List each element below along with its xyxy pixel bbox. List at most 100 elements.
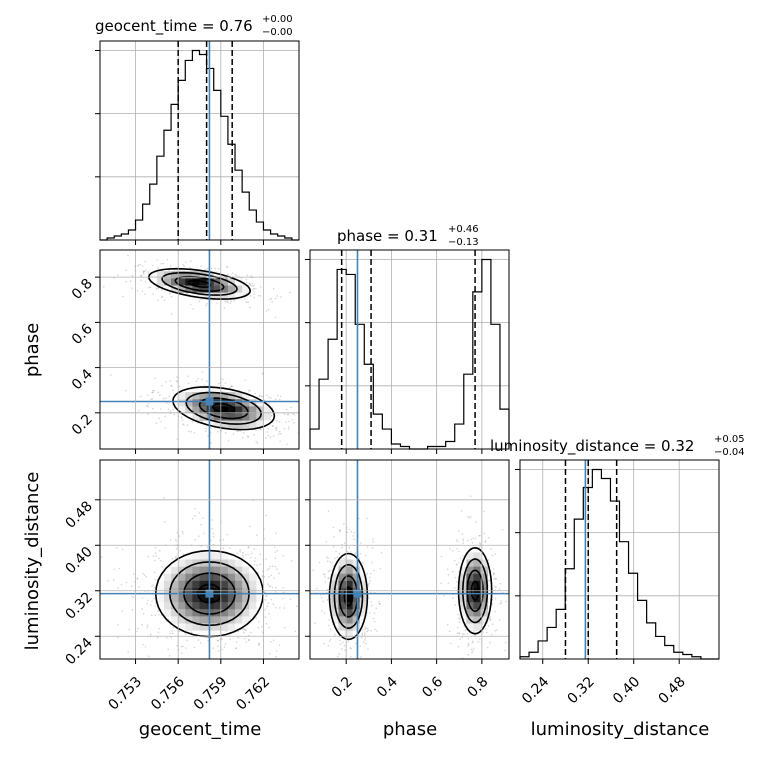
joint-phase-vs-geocent-time-density-cell	[163, 285, 172, 294]
joint-phase-vs-geocent-time-density-cell	[220, 292, 229, 301]
joint-luminosity-distance-vs-geocent-time-sample-point	[267, 602, 270, 605]
joint-luminosity-distance-vs-phase-sample-point	[456, 581, 458, 583]
joint-luminosity-distance-vs-geocent-time-sample-point	[107, 579, 110, 582]
joint-luminosity-distance-vs-phase-sample-point	[338, 552, 341, 555]
joint-luminosity-distance-vs-geocent-time-sample-point	[254, 560, 256, 562]
joint-luminosity-distance-vs-geocent-time-density-cell	[206, 616, 215, 624]
joint-luminosity-distance-vs-geocent-time-density-cell	[213, 595, 222, 603]
joint-luminosity-distance-vs-geocent-time-density-cell	[206, 602, 215, 610]
joint-luminosity-distance-vs-geocent-time-sample-point	[307, 631, 309, 633]
joint-luminosity-distance-vs-phase-sample-point	[468, 643, 470, 646]
joint-luminosity-distance-vs-phase-density-cell	[345, 616, 354, 624]
xlabel-geocent-time: geocent_time	[139, 719, 262, 740]
joint-phase-vs-geocent-time-density-cell	[220, 406, 229, 414]
joint-luminosity-distance-vs-phase-density-cell	[466, 559, 474, 568]
joint-luminosity-distance-vs-geocent-time-sample-point	[245, 641, 248, 643]
joint-luminosity-distance-vs-phase-sample-point	[347, 664, 349, 666]
joint-luminosity-distance-vs-phase-density-cell	[338, 566, 346, 575]
joint-phase-vs-geocent-time-sample-point	[230, 385, 233, 388]
joint-luminosity-distance-vs-phase-density-cell	[466, 623, 474, 631]
joint-luminosity-distance-vs-geocent-time-density-cell	[227, 595, 236, 603]
joint-luminosity-distance-vs-geocent-time-sample-point	[141, 597, 144, 599]
joint-luminosity-distance-vs-geocent-time-density-cell	[199, 573, 208, 582]
joint-luminosity-distance-vs-phase-sample-point	[359, 645, 361, 648]
joint-luminosity-distance-vs-phase-contour	[333, 563, 364, 630]
joint-luminosity-distance-vs-geocent-time-density-cell	[178, 559, 186, 568]
joint-luminosity-distance-vs-geocent-time-sample-point	[235, 647, 238, 649]
joint-luminosity-distance-vs-geocent-time-sample-point	[276, 549, 279, 552]
joint-luminosity-distance-vs-phase-sample-point	[327, 510, 330, 512]
joint-luminosity-distance-vs-geocent-time-density-cell	[235, 559, 243, 568]
joint-luminosity-distance-vs-geocent-time-sample-point	[259, 553, 262, 556]
joint-luminosity-distance-vs-geocent-time-density-cell	[192, 623, 200, 631]
joint-phase-vs-geocent-time-sample-point	[236, 430, 239, 433]
tick-label-phase-y: 0.6	[69, 321, 96, 348]
joint-luminosity-distance-vs-geocent-time-density-cell	[242, 609, 250, 617]
joint-luminosity-distance-vs-geocent-time-sample-point	[164, 521, 166, 523]
joint-phase-vs-geocent-time-sample-point	[243, 294, 245, 296]
joint-luminosity-distance-vs-phase-sample-point	[369, 612, 371, 614]
joint-luminosity-distance-vs-phase-sample-point	[359, 661, 361, 663]
tick-label-luminosity-distance-y: 0.32	[63, 589, 96, 622]
joint-phase-vs-geocent-time-sample-point	[278, 430, 281, 433]
joint-luminosity-distance-vs-geocent-time-sample-point	[270, 574, 272, 576]
joint-phase-vs-geocent-time-sample-point	[226, 300, 228, 303]
joint-luminosity-distance-vs-phase-density-cell	[338, 573, 346, 582]
joint-phase-vs-geocent-time-density-cell	[206, 392, 215, 400]
joint-luminosity-distance-vs-geocent-time-sample-point	[154, 586, 156, 589]
joint-luminosity-distance-vs-geocent-time-sample-point	[247, 553, 249, 556]
joint-luminosity-distance-vs-geocent-time-density-cell	[192, 595, 200, 603]
joint-luminosity-distance-vs-phase-density-cell	[345, 587, 354, 596]
joint-luminosity-distance-vs-geocent-time-sample-point	[146, 626, 149, 629]
joint-luminosity-distance-vs-phase-density-cell	[338, 609, 346, 617]
joint-luminosity-distance-vs-phase-truth-marker	[353, 589, 362, 598]
joint-luminosity-distance-vs-phase-sample-point	[496, 629, 498, 631]
joint-luminosity-distance-vs-geocent-time-density-cell	[235, 595, 243, 603]
joint-phase-vs-geocent-time-sample-point	[141, 290, 144, 292]
joint-luminosity-distance-vs-phase-sample-point	[333, 536, 335, 538]
joint-luminosity-distance-vs-geocent-time-sample-point	[150, 614, 153, 616]
joint-luminosity-distance-vs-geocent-time-sample-point	[127, 651, 129, 653]
joint-luminosity-distance-vs-phase-sample-point	[360, 542, 362, 544]
joint-phase-vs-geocent-time-sample-point	[224, 432, 227, 434]
joint-luminosity-distance-vs-geocent-time-density-cell	[171, 616, 179, 624]
joint-luminosity-distance-vs-geocent-time-sample-point	[275, 650, 278, 652]
joint-phase-vs-geocent-time-sample-point	[245, 278, 248, 281]
joint-luminosity-distance-vs-geocent-time-sample-point	[194, 515, 196, 517]
joint-luminosity-distance-vs-phase-sample-point	[338, 653, 341, 656]
joint-luminosity-distance-vs-phase-density-cell	[473, 609, 481, 617]
joint-phase-vs-geocent-time-sample-point	[239, 430, 241, 432]
joint-luminosity-distance-vs-geocent-time-sample-point	[222, 538, 225, 541]
joint-phase-vs-geocent-time-density-cell	[213, 292, 222, 301]
joint-luminosity-distance-vs-geocent-time-sample-point	[268, 576, 270, 578]
joint-luminosity-distance-vs-phase-sample-point	[339, 639, 341, 642]
joint-luminosity-distance-vs-geocent-time-sample-point	[264, 598, 267, 601]
joint-phase-vs-geocent-time-sample-point	[165, 401, 168, 404]
joint-luminosity-distance-vs-phase-sample-point	[454, 587, 456, 589]
joint-luminosity-distance-vs-phase-sample-point	[339, 530, 341, 533]
joint-luminosity-distance-vs-phase-sample-point	[320, 596, 323, 599]
joint-phase-vs-geocent-time-sample-point	[146, 404, 148, 407]
joint-luminosity-distance-vs-phase-density-cell	[466, 566, 474, 575]
joint-phase-vs-geocent-time-sample-point	[248, 389, 250, 392]
joint-luminosity-distance-vs-geocent-time-sample-point	[154, 552, 157, 554]
joint-phase-vs-geocent-time-sample-point	[201, 371, 204, 373]
joint-luminosity-distance-vs-phase-density-cell	[480, 580, 489, 589]
joint-luminosity-distance-vs-phase-sample-point	[350, 647, 352, 650]
joint-luminosity-distance-vs-geocent-time-sample-point	[243, 631, 245, 634]
joint-luminosity-distance-vs-geocent-time-density-cell	[227, 552, 236, 560]
joint-luminosity-distance-vs-geocent-time-sample-point	[136, 578, 139, 580]
joint-luminosity-distance-vs-phase-sample-point	[372, 538, 374, 540]
joint-luminosity-distance-vs-geocent-time-sample-point	[179, 549, 181, 552]
joint-phase-vs-geocent-time-density-cell	[235, 292, 243, 301]
joint-luminosity-distance-vs-geocent-time-sample-point	[176, 644, 178, 647]
joint-luminosity-distance-vs-geocent-time-sample-point	[163, 497, 165, 499]
joint-luminosity-distance-vs-geocent-time-sample-point	[217, 649, 220, 652]
joint-phase-vs-geocent-time-sample-point	[175, 379, 178, 382]
joint-luminosity-distance-vs-geocent-time-sample-point	[269, 585, 272, 588]
joint-luminosity-distance-vs-phase-sample-point	[328, 624, 330, 627]
joint-luminosity-distance-vs-phase-sample-point	[329, 561, 332, 563]
joint-luminosity-distance-vs-geocent-time-sample-point	[229, 638, 232, 640]
joint-phase-vs-geocent-time-sample-point	[252, 288, 254, 291]
joint-luminosity-distance-vs-phase-sample-point	[322, 573, 325, 575]
